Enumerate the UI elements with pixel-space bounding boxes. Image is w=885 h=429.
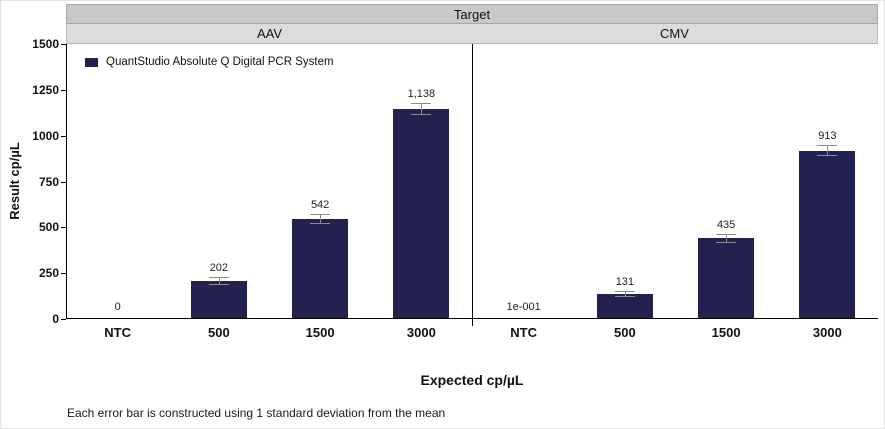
bar-slot: 542 1500 <box>270 44 371 340</box>
y-tick-label: 750 <box>38 174 59 189</box>
bar-slot: 131 500 <box>574 44 675 340</box>
bar-value-label: 131 <box>615 276 635 289</box>
y-tick-mark <box>61 44 66 45</box>
error-bar <box>817 145 838 157</box>
bar-slot: 435 1500 <box>676 44 777 340</box>
bar <box>799 150 856 318</box>
bar-slot: 1e-001 NTC <box>473 44 574 340</box>
y-tick-mark <box>61 319 66 320</box>
error-bar <box>208 277 229 285</box>
bar <box>190 280 247 318</box>
plot-area: QuantStudio Absolute Q Digital PCR Syste… <box>66 44 878 340</box>
bar-value-label: 1e-001 <box>506 301 541 313</box>
bar <box>596 293 653 318</box>
x-category-label: 500 <box>614 325 636 340</box>
error-bar-footnote: Each error bar is constructed using 1 st… <box>67 406 446 420</box>
legend: QuantStudio Absolute Q Digital PCR Syste… <box>85 56 334 68</box>
x-category-label: NTC <box>104 325 131 340</box>
group-header-row: AAV CMV <box>66 24 878 44</box>
legend-label: QuantStudio Absolute Q Digital PCR Syste… <box>106 56 334 68</box>
y-tick-mark <box>61 135 66 137</box>
bar <box>698 238 755 318</box>
x-category-label: 1500 <box>305 325 335 340</box>
x-category-label: 3000 <box>406 325 436 340</box>
error-bar <box>716 233 737 243</box>
error-bar <box>310 213 331 224</box>
bar-value-label: 435 <box>716 218 736 231</box>
x-axis-title: Expected cp/µL <box>420 372 524 388</box>
bar-value-label: 913 <box>818 130 837 143</box>
bar-value-label: 202 <box>209 262 229 275</box>
bar-slot: 1,138 3000 <box>371 44 472 340</box>
panel-cmv: 1e-001 NTC 131 500 435 1500 913 3000 <box>472 44 878 340</box>
y-tick-label: 500 <box>38 220 59 235</box>
bar <box>393 109 450 318</box>
bar-value-label: 0 <box>114 301 121 313</box>
y-tick-mark <box>61 227 66 229</box>
group-header-aav: AAV <box>256 26 283 41</box>
y-tick-mark <box>61 273 66 275</box>
target-header: Target <box>66 4 878 24</box>
x-category-label: NTC <box>510 325 537 340</box>
y-tick-label: 1000 <box>32 128 59 143</box>
legend-swatch-icon <box>85 57 98 67</box>
error-bar <box>411 103 432 116</box>
y-tick-label: 1250 <box>32 82 59 97</box>
bar-slot: 0 NTC <box>67 44 168 340</box>
x-category-label: 1500 <box>711 325 741 340</box>
x-category-label: 3000 <box>812 325 842 340</box>
bar-slot: 913 3000 <box>777 44 878 340</box>
y-tick-label: 1500 <box>32 37 59 51</box>
bar <box>292 218 349 318</box>
y-tick-label: 250 <box>38 266 59 281</box>
y-tick-mark <box>61 181 66 183</box>
panel-aav: 0 NTC 202 500 542 1500 1,138 3000 <box>67 44 472 340</box>
group-header-cmv: CMV <box>660 26 689 41</box>
y-tick-mark <box>61 89 66 91</box>
x-category-label: 500 <box>208 325 230 340</box>
bar-slot: 202 500 <box>168 44 269 340</box>
bar-value-label: 1,138 <box>407 88 436 101</box>
y-tick-label: 0 <box>52 312 59 326</box>
error-bar <box>614 291 635 297</box>
bar-value-label: 542 <box>310 198 330 211</box>
